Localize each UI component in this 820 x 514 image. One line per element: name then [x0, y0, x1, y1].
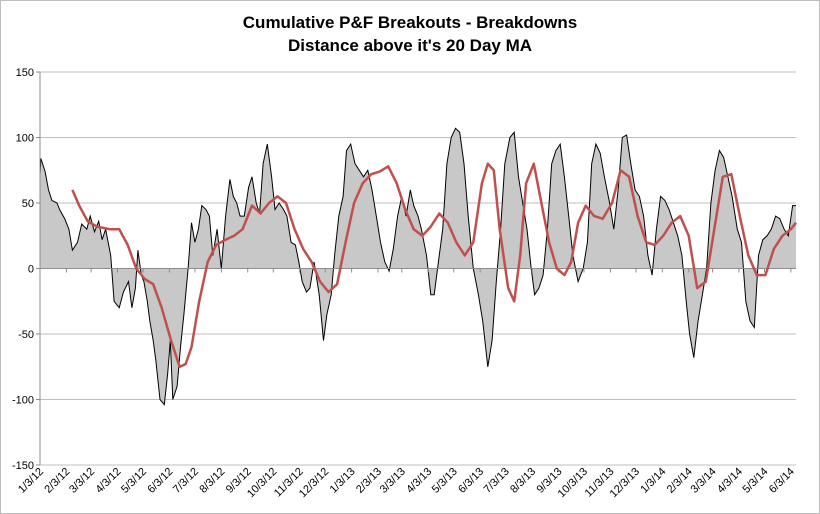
x-tick-label: 3/3/14 [689, 466, 719, 496]
x-tick-label: 6/3/13 [456, 466, 486, 496]
x-tick-label: 1/3/13 [328, 466, 358, 496]
series-line-black [39, 127, 796, 406]
y-tick-label: 100 [16, 133, 34, 145]
y-tick-label: -150 [12, 460, 34, 472]
x-tick-label: 7/3/13 [482, 466, 512, 496]
x-tick-label: 5/3/14 [741, 466, 771, 496]
x-tick-label: 4/3/12 [93, 466, 123, 496]
x-tick-label: 8/3/13 [508, 466, 538, 496]
x-tick-label: 4/3/13 [404, 466, 434, 496]
y-tick-labels: 150 100 50 0 -50 -100 -150 [12, 67, 34, 472]
area-series [39, 127, 796, 406]
chart-subtitle: Distance above it's 20 Day MA [287, 36, 533, 55]
y-tick-label: 150 [16, 67, 34, 79]
area-fill [40, 128, 796, 405]
x-tick-label: 6/3/14 [767, 466, 797, 496]
y-tick-label: -50 [18, 329, 34, 341]
x-tick-label: 5/3/13 [430, 466, 460, 496]
x-tick-label: 7/3/12 [171, 466, 201, 496]
x-tick-label: 2/3/14 [665, 466, 695, 496]
axes [36, 71, 796, 466]
x-tick-label: 1/3/14 [638, 466, 668, 496]
x-tick-label: 6/3/12 [145, 466, 175, 496]
x-tick-label: 5/3/12 [119, 466, 149, 496]
x-tick-labels: 1/3/122/3/123/3/124/3/125/3/126/3/127/3/… [16, 466, 797, 500]
x-tick-label: 3/3/13 [378, 466, 408, 496]
y-tick-label: 0 [28, 264, 34, 276]
x-tick-label: 2/3/13 [354, 466, 384, 496]
moving-average-line [71, 162, 797, 369]
x-tick-label: 4/3/14 [715, 466, 745, 496]
x-tick-label: 2/3/12 [42, 466, 72, 496]
moving-average-series [71, 162, 797, 369]
chart-title: Cumulative P&F Breakouts - Breakdowns [242, 13, 578, 32]
x-tick-label: 3/3/12 [67, 466, 97, 496]
y-tick-label: 50 [22, 198, 34, 210]
y-tick-label: -100 [12, 395, 34, 407]
x-tick-label: 8/3/12 [197, 466, 227, 496]
